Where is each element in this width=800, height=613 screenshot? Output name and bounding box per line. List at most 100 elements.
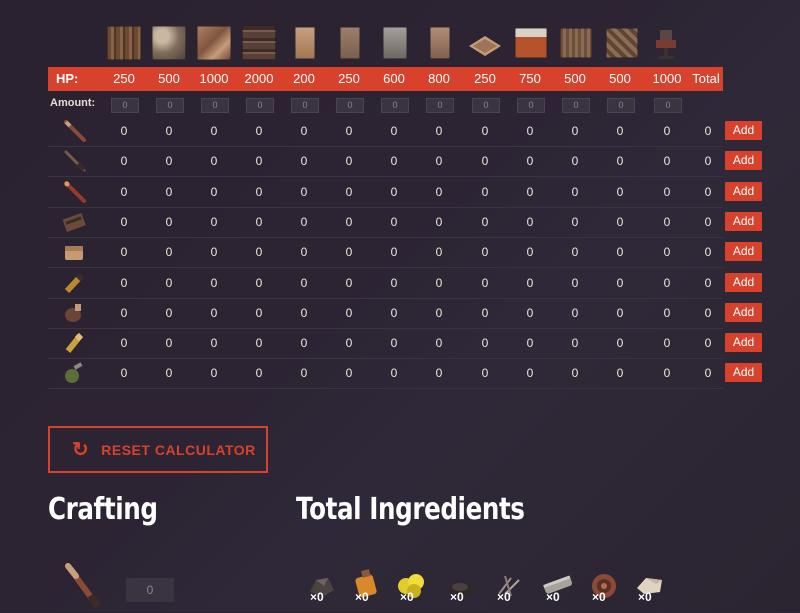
grid-cell: 0 — [526, 154, 534, 168]
grid-cell: 0 — [481, 245, 489, 259]
grid-cell: 0 — [390, 154, 398, 168]
crafting-quantity-input[interactable] — [126, 578, 174, 602]
amount-input[interactable] — [201, 98, 229, 113]
grid-cell: 0 — [120, 154, 128, 168]
grid-cell: 0 — [616, 245, 624, 259]
grid-cell: 0 — [616, 124, 624, 138]
hp-value: 750 — [519, 71, 541, 86]
grid-cell: 0 — [210, 336, 218, 350]
grid-cell: 0 — [435, 124, 443, 138]
grid-cell: 0 — [390, 336, 398, 350]
grid-cell: 0 — [390, 215, 398, 229]
metal-wall-icon — [197, 26, 231, 60]
hp-value: 500 — [609, 71, 631, 86]
amount-input[interactable] — [607, 98, 635, 113]
amount-input[interactable] — [336, 98, 364, 113]
add-button[interactable]: Add — [725, 363, 762, 382]
total-header: Total — [692, 71, 720, 86]
grid-cell: 0 — [120, 185, 128, 199]
grid-cell: 0 — [390, 185, 398, 199]
hp-value: 250 — [338, 71, 360, 86]
grid-cell: 0 — [165, 366, 173, 380]
amount-input[interactable] — [562, 98, 590, 113]
amount-input[interactable] — [517, 98, 545, 113]
grid-cell: 0 — [255, 124, 263, 138]
add-button[interactable]: Add — [725, 333, 762, 352]
grid-cell: 0 — [390, 306, 398, 320]
grid-cell: 0 — [165, 276, 173, 290]
satchel-charge-icon — [60, 240, 88, 264]
grid-cell: 0 — [663, 215, 671, 229]
ingredient-count: ×0 — [355, 590, 369, 604]
grid-cell: 0 — [481, 276, 489, 290]
hp-value: 250 — [474, 71, 496, 86]
row-total: 0 — [704, 276, 712, 290]
grid-cell: 0 — [663, 306, 671, 320]
explosive-ammo-icon — [60, 271, 88, 295]
grid-cell: 0 — [345, 336, 353, 350]
amount-input[interactable] — [472, 98, 500, 113]
add-button[interactable]: Add — [725, 151, 762, 170]
row-divider — [48, 207, 723, 208]
grid-cell: 0 — [526, 185, 534, 199]
grid-cell: 0 — [255, 185, 263, 199]
ingredient-count: ×0 — [497, 590, 511, 604]
grid-cell: 0 — [571, 276, 579, 290]
low-grade-fuel-icon — [349, 566, 385, 602]
grid-cell: 0 — [571, 215, 579, 229]
add-button[interactable]: Add — [725, 273, 762, 292]
grid-cell: 0 — [120, 306, 128, 320]
grid-cell: 0 — [210, 245, 218, 259]
amount-input[interactable] — [156, 98, 184, 113]
grid-cell: 0 — [345, 124, 353, 138]
grid-cell: 0 — [435, 215, 443, 229]
grid-cell: 0 — [300, 306, 308, 320]
grid-cell: 0 — [300, 336, 308, 350]
grid-cell: 0 — [663, 366, 671, 380]
grid-cell: 0 — [210, 185, 218, 199]
sulfur-icon — [394, 566, 430, 602]
row-divider — [48, 237, 723, 238]
grid-cell: 0 — [165, 185, 173, 199]
amount-input[interactable] — [426, 98, 454, 113]
add-button[interactable]: Add — [725, 303, 762, 322]
grid-cell: 0 — [481, 336, 489, 350]
amount-input[interactable] — [291, 98, 319, 113]
row-total: 0 — [704, 245, 712, 259]
amount-input[interactable] — [111, 98, 139, 113]
wooden-door-icon — [295, 27, 315, 59]
grid-cell: 0 — [120, 276, 128, 290]
ingredient-count: ×0 — [310, 590, 324, 604]
amount-input[interactable] — [246, 98, 274, 113]
grid-cell: 0 — [345, 245, 353, 259]
grid-cell: 0 — [345, 366, 353, 380]
ingredient-count: ×0 — [592, 590, 606, 604]
grid-cell: 0 — [616, 154, 624, 168]
amount-input[interactable] — [381, 98, 409, 113]
add-button[interactable]: Add — [725, 212, 762, 231]
hp-value: 800 — [428, 71, 450, 86]
grid-cell: 0 — [616, 185, 624, 199]
grid-cell: 0 — [390, 276, 398, 290]
reset-label: RESET CALCULATOR — [101, 441, 256, 458]
reset-calculator-button[interactable]: ↻ RESET CALCULATOR — [48, 426, 268, 473]
grid-cell: 0 — [345, 276, 353, 290]
grid-cell: 0 — [481, 185, 489, 199]
add-button[interactable]: Add — [725, 121, 762, 140]
row-divider — [48, 358, 723, 359]
stone-wall-icon — [152, 26, 186, 60]
grid-cell: 0 — [663, 276, 671, 290]
grid-cell: 0 — [210, 124, 218, 138]
grid-cell: 0 — [300, 366, 308, 380]
grid-cell: 0 — [120, 124, 128, 138]
grid-cell: 0 — [300, 215, 308, 229]
incendiary-rocket-icon — [60, 180, 88, 204]
grid-cell: 0 — [165, 154, 173, 168]
rocket-icon — [60, 119, 88, 143]
amount-input[interactable] — [654, 98, 682, 113]
add-button[interactable]: Add — [725, 182, 762, 201]
grid-cell: 0 — [300, 245, 308, 259]
grid-cell: 0 — [481, 154, 489, 168]
grid-cell: 0 — [390, 245, 398, 259]
add-button[interactable]: Add — [725, 242, 762, 261]
